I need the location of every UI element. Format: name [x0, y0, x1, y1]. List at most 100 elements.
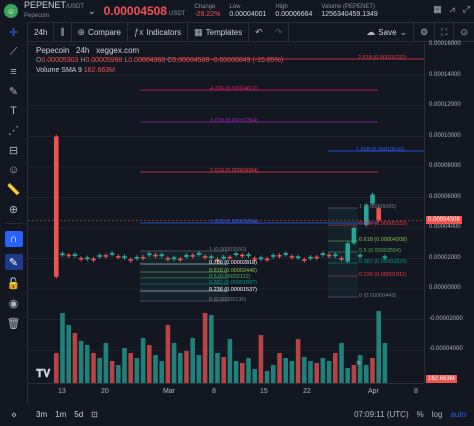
chart-icon[interactable]: ▦: [433, 4, 442, 14]
crosshair-icon[interactable]: ✛: [8, 27, 19, 39]
volume-bar: [221, 357, 226, 383]
volume-bar: [165, 325, 171, 383]
trash-icon[interactable]: 🗑: [6, 318, 21, 330]
price-tick-label: 0.00000000: [429, 285, 461, 291]
fib-retracement-label: 1 (0.00006665): [359, 204, 397, 210]
range-3m[interactable]: 3m: [36, 410, 48, 419]
time-tick-label: 15: [260, 388, 268, 395]
cloud-icon: ☁: [366, 26, 376, 37]
candle-body: [165, 258, 171, 260]
indicators-button[interactable]: ƒx Indicators: [128, 23, 189, 41]
candle-body: [159, 254, 164, 257]
range-1m[interactable]: 1m: [55, 410, 67, 419]
candle-body: [227, 256, 233, 259]
clock-time[interactable]: 07:09:11 (UTC): [354, 410, 409, 419]
volume-bar: [382, 343, 388, 383]
volume-bar: [264, 371, 270, 383]
price-chart[interactable]: [28, 43, 424, 383]
auto-toggle[interactable]: auto: [450, 410, 466, 419]
redo-button[interactable]: ↷: [269, 23, 290, 41]
legend-source: xeggex.com: [96, 46, 140, 55]
expand-icon[interactable]: ⤢: [462, 4, 470, 14]
measure-icon[interactable]: ⊟: [8, 145, 19, 157]
brush-icon[interactable]: ✎: [8, 86, 19, 98]
volume-bar: [128, 353, 133, 383]
pattern-icon[interactable]: ⋰: [8, 125, 19, 137]
price-tick-label: 0.00014000: [429, 71, 461, 78]
candle-body: [364, 205, 369, 225]
volume-bar: [147, 345, 152, 383]
candle-body: [116, 256, 121, 258]
range-5d[interactable]: 5d: [74, 410, 84, 419]
lock-icon[interactable]: 🔓: [6, 278, 21, 290]
candle-body: [339, 258, 344, 260]
candle-body: [295, 256, 301, 259]
candle-body: [215, 259, 220, 261]
candle-body: [302, 259, 307, 261]
volume-stat: Volume (PEPENET) 1256340459.1349: [321, 4, 378, 18]
price-axis[interactable]: 0.00016000 0.00014000 0.00012000 0.00010000…: [424, 41, 474, 383]
price-tick-label: 0.00010000: [429, 132, 461, 139]
candle-body: [326, 254, 332, 257]
pepe-logo-icon: ☺: [4, 4, 18, 18]
zoom-icon[interactable]: ⊕: [8, 204, 19, 216]
top-toolbar: 24h ⫼ ⊕ Compare ƒx Indicators ▦ Templates ↶…: [28, 22, 474, 42]
price-tick-label: -0.00004000: [429, 346, 463, 352]
collapse-icon[interactable]: ⋄: [10, 409, 18, 421]
lock-drawings-icon[interactable]: ✎: [4, 254, 23, 270]
candle-body: [196, 252, 202, 255]
fib-retracement-label: 0.382 (0.00002820): [359, 259, 408, 265]
save-button[interactable]: ☁ Save ⌄: [360, 23, 415, 41]
fib-extension-label: 2.618 (0.00009084): [210, 168, 259, 174]
undo-button[interactable]: ↶: [249, 23, 269, 41]
eye-icon[interactable]: ◉: [8, 298, 19, 310]
redo-icon: ↷: [274, 26, 283, 37]
fib-icon[interactable]: ≡: [10, 66, 17, 78]
fib-retracement-label: 0.786 (0.00002818): [209, 260, 258, 266]
trend-icon[interactable]: ⩘: [449, 4, 455, 14]
fullscreen-button[interactable]: ⛶: [435, 23, 455, 41]
text-icon[interactable]: T: [10, 105, 17, 117]
volume-bar: [376, 311, 381, 383]
trend-line-icon[interactable]: ⟋: [9, 46, 18, 58]
volume-bar: [333, 353, 338, 383]
candle-body: [85, 257, 90, 260]
templates-button[interactable]: ▦ Templates: [188, 23, 250, 41]
symbol-info[interactable]: PEPENET/USDT Pepecoin: [24, 0, 85, 20]
scroll-to-latest-icon[interactable]: »: [356, 357, 362, 367]
volume-bar: [202, 313, 208, 383]
candle-body: [357, 254, 363, 257]
emoji-icon[interactable]: ☺: [7, 164, 20, 176]
candle-body: [209, 256, 214, 259]
chevron-down-icon: ⌄: [399, 26, 408, 37]
candle-body: [376, 208, 381, 221]
candle-body: [277, 255, 282, 257]
magnet-icon[interactable]: ∩: [4, 231, 23, 247]
volume-bar: [277, 353, 282, 383]
chevron-down-icon[interactable]: ⌄: [88, 5, 96, 16]
candle-body: [54, 136, 59, 277]
interval-button[interactable]: 24h: [28, 23, 55, 41]
time-tick-label: 13: [58, 388, 66, 395]
settings-button[interactable]: ⚙: [414, 23, 436, 41]
percent-toggle[interactable]: %: [416, 410, 424, 419]
volume-bar: [153, 355, 158, 383]
log-toggle[interactable]: log: [431, 410, 443, 419]
time-axis[interactable]: 13 20 Mar 8 15 22 Apr 8: [28, 383, 424, 403]
chart-type-button[interactable]: ⫼: [54, 23, 72, 41]
compare-button[interactable]: ⊕ Compare: [72, 23, 128, 41]
date-range-icon[interactable]: ⊡: [91, 410, 98, 419]
candle-body: [190, 255, 195, 257]
ruler-icon[interactable]: 📏: [6, 184, 21, 196]
fib-retracement-label: 0.5 (0.00002112): [209, 274, 251, 280]
divider: [4, 223, 23, 224]
candle-body: [72, 254, 78, 256]
candle-body: [109, 252, 115, 255]
screenshot-button[interactable]: ⊙: [454, 23, 474, 41]
fib-retracement-label: 0 (0.00000130): [209, 297, 247, 303]
candle-body: [271, 254, 276, 257]
volume-bar: [271, 365, 276, 383]
change-stat: Change -29.22%: [194, 4, 221, 18]
candle-body: [97, 255, 102, 257]
legend-volume: Volume SMA 9 162.663M: [36, 67, 116, 74]
